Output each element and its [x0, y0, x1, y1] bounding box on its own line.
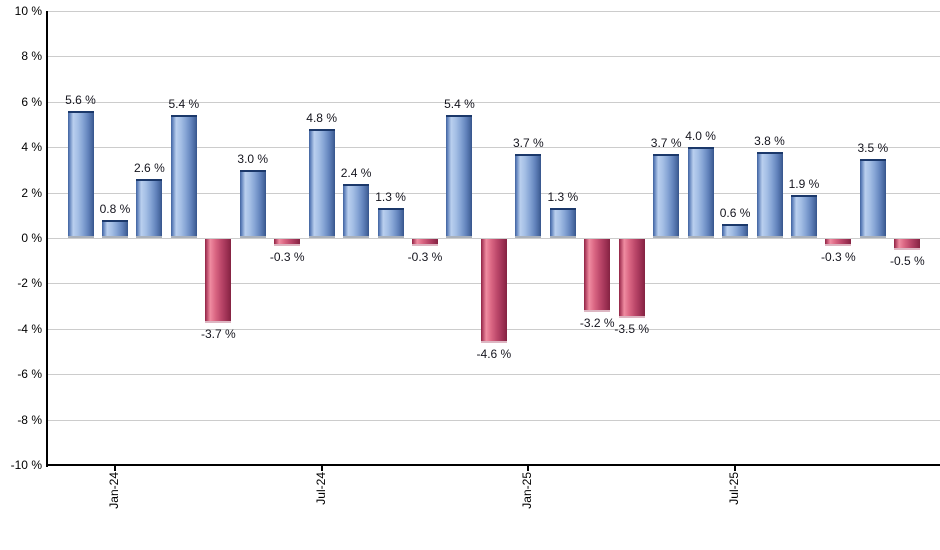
y-axis-tick-label: 0 %: [21, 231, 42, 245]
bar-value-label: -0.3 %: [407, 249, 443, 264]
bar-positive: [136, 178, 163, 238]
bar-positive: [308, 129, 335, 238]
bar-value-label: 3.0 %: [237, 151, 269, 166]
bar-value-label: -4.6 %: [476, 347, 512, 362]
bar-value-label: -3.7 %: [200, 326, 236, 341]
x-axis-tick-label: Jul-25: [727, 472, 742, 505]
y-axis-tick-label: 2 %: [21, 185, 42, 200]
bar-value-label: -0.3 %: [269, 249, 305, 264]
gridline: [48, 11, 940, 12]
bar-value-label: 1.9 %: [788, 176, 820, 191]
bar-positive: [756, 151, 783, 238]
bar-value-label: 3.7 %: [650, 136, 682, 150]
bar-positive: [377, 208, 404, 238]
y-axis-tick-label: -6 %: [17, 367, 42, 382]
bar-positive: [343, 183, 370, 238]
gridline: [48, 147, 940, 149]
y-axis-line: [46, 11, 48, 467]
bar-positive: [170, 115, 197, 238]
bar-value-label: 5.4 %: [444, 97, 475, 112]
x-axis-tick-label: Jan-25: [520, 472, 535, 509]
bar-negative: [618, 239, 645, 319]
y-axis-tick-label: 6 %: [21, 94, 42, 109]
y-axis-tick-label: -2 %: [17, 276, 42, 291]
bar-value-label: 1.3 %: [547, 190, 579, 205]
bar-value-label: 2.6 %: [134, 160, 165, 175]
bar-negative: [480, 239, 507, 344]
bar-positive: [687, 147, 714, 238]
bar-value-label: 0.6 %: [719, 206, 751, 221]
gridline: [48, 374, 940, 376]
bar-value-label: -0.3 %: [821, 249, 856, 264]
gridline: [48, 101, 940, 103]
gridline: [48, 192, 940, 194]
bar-positive: [515, 154, 542, 238]
bar-positive: [446, 115, 473, 238]
y-axis-tick-label: 4 %: [21, 140, 42, 155]
y-axis-tick-label: 8 %: [21, 49, 42, 64]
bar-negative: [412, 239, 438, 246]
y-axis-tick-label: -10 %: [10, 458, 42, 472]
bar-positive: [239, 169, 266, 238]
gridline: [48, 419, 940, 421]
bar-value-label: 0.8 %: [99, 201, 131, 216]
bar-positive: [722, 224, 749, 238]
y-axis-tick-label: 10 %: [14, 4, 42, 18]
bar-positive: [549, 208, 576, 238]
bar-positive: [653, 154, 680, 238]
bar-value-label: 2.4 %: [340, 165, 372, 180]
bar-value-label: 4.8 %: [306, 111, 337, 126]
bar-positive: [859, 158, 886, 238]
bar-value-label: 5.4 %: [168, 97, 200, 112]
x-axis-tick: [320, 466, 323, 471]
bar-value-label: 3.8 %: [754, 133, 785, 148]
bar-value-label: 1.3 %: [375, 190, 406, 205]
bar-negative: [894, 239, 921, 251]
bar-negative: [584, 239, 611, 312]
x-axis-tick-label: Jan-24: [106, 472, 121, 509]
bar-negative: [274, 239, 301, 246]
bar-negative: [205, 239, 232, 323]
bar-value-label: 3.7 %: [513, 136, 544, 150]
bar-value-label: -3.5 %: [614, 322, 650, 337]
y-axis-tick-label: -4 %: [17, 321, 42, 336]
y-axis-tick-label: -8 %: [17, 412, 42, 427]
bar-positive: [67, 110, 94, 238]
gridline: [48, 238, 940, 239]
bar-value-label: 5.6 %: [65, 92, 96, 107]
bar-value-label: 3.5 %: [857, 140, 889, 155]
bar-value-label: -3.2 %: [579, 315, 615, 330]
x-axis-tick: [113, 466, 116, 471]
x-axis-line: [46, 464, 940, 466]
gridline: [48, 56, 940, 58]
bar-positive: [101, 219, 128, 238]
x-axis-tick: [734, 466, 737, 471]
bar-value-label: 4.0 %: [685, 129, 716, 144]
x-axis-tick-label: Jul-24: [313, 472, 328, 505]
bar-value-label: -0.5 %: [889, 254, 925, 269]
bar-negative: [825, 239, 852, 246]
bar-positive: [790, 194, 817, 238]
x-axis-tick: [527, 466, 530, 471]
